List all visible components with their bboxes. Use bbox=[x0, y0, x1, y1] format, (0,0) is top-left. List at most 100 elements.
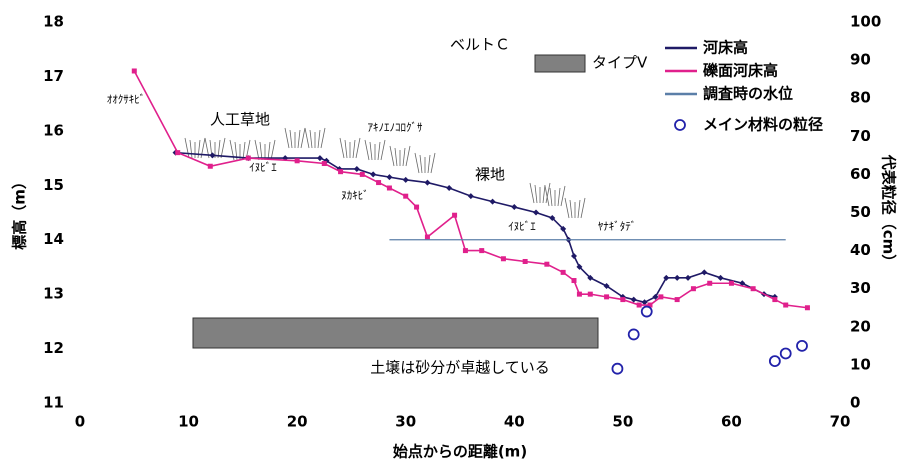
point bbox=[729, 281, 734, 286]
x-tick-label: 0 bbox=[75, 413, 85, 431]
y-tick-label: 15 bbox=[43, 176, 64, 194]
grass bbox=[370, 142, 372, 160]
chart: 標高（m） 代表粒径（cm） 始点からの距離(m) 11121314151617… bbox=[0, 0, 907, 466]
point bbox=[295, 158, 300, 163]
point bbox=[446, 185, 452, 191]
y2-tick-label: 60 bbox=[850, 165, 871, 183]
type-box bbox=[535, 55, 585, 72]
grass bbox=[321, 128, 325, 148]
grass bbox=[431, 153, 435, 173]
x-tick-label: 20 bbox=[287, 413, 308, 431]
y2-axis-label: 代表粒径（cm） bbox=[880, 154, 898, 270]
grass bbox=[561, 186, 565, 206]
annotation: ｲﾇﾋﾞｴ bbox=[508, 220, 536, 233]
point bbox=[424, 180, 430, 186]
legend-label: 河床高 bbox=[703, 39, 748, 57]
grass bbox=[428, 155, 430, 173]
grass bbox=[310, 130, 312, 148]
grass bbox=[390, 146, 394, 166]
point bbox=[772, 297, 777, 302]
point bbox=[463, 248, 468, 253]
grass bbox=[395, 148, 397, 166]
grass bbox=[381, 140, 385, 160]
point bbox=[490, 199, 496, 205]
annotation: 裸地 bbox=[475, 166, 505, 184]
point bbox=[691, 286, 696, 291]
grass bbox=[558, 188, 560, 206]
point bbox=[707, 281, 712, 286]
annotation: ベルトＣ bbox=[450, 36, 510, 54]
point bbox=[533, 210, 539, 216]
y-tick-label: 11 bbox=[43, 394, 64, 412]
annotation: タイプⅤ bbox=[592, 54, 648, 72]
point bbox=[781, 348, 791, 358]
point bbox=[354, 166, 360, 172]
point bbox=[209, 152, 215, 158]
y2-tick-label: 40 bbox=[850, 241, 871, 259]
grass bbox=[550, 188, 552, 206]
y-axis-label: 標高（m） bbox=[11, 174, 29, 250]
point bbox=[511, 204, 517, 210]
grass bbox=[578, 200, 580, 218]
y-tick-label: 14 bbox=[43, 230, 64, 248]
grass bbox=[365, 140, 369, 160]
grass bbox=[530, 183, 534, 203]
point bbox=[523, 259, 528, 264]
point bbox=[452, 213, 457, 218]
grass bbox=[285, 128, 289, 148]
grass bbox=[301, 128, 305, 148]
grass bbox=[255, 140, 259, 160]
point bbox=[637, 303, 642, 308]
y-tick-label: 13 bbox=[43, 285, 64, 303]
grass bbox=[340, 138, 344, 158]
x-tick-label: 50 bbox=[612, 413, 633, 431]
grass bbox=[305, 128, 309, 148]
point bbox=[718, 275, 724, 281]
point bbox=[403, 177, 409, 183]
point bbox=[612, 364, 622, 374]
y2-tick-label: 0 bbox=[850, 394, 860, 412]
grass bbox=[185, 138, 189, 158]
grass bbox=[403, 148, 405, 166]
legend-marker bbox=[675, 120, 685, 130]
point bbox=[675, 297, 680, 302]
point bbox=[360, 172, 365, 177]
grass bbox=[345, 140, 347, 158]
point bbox=[572, 278, 577, 283]
point bbox=[425, 234, 430, 239]
x-axis-label: 始点からの距離(m) bbox=[393, 443, 527, 461]
point bbox=[642, 307, 652, 317]
point bbox=[468, 193, 474, 199]
grass bbox=[570, 200, 572, 218]
legend-label: 礫面河床高 bbox=[703, 62, 778, 80]
annotation: ｵｵｸｻｷﾋﾞ bbox=[107, 93, 146, 106]
y-tick-label: 17 bbox=[43, 67, 64, 85]
annotation: 人工草地 bbox=[210, 111, 270, 129]
point bbox=[544, 262, 549, 267]
grass bbox=[190, 140, 192, 158]
grass bbox=[298, 130, 300, 148]
point bbox=[577, 292, 582, 297]
grass bbox=[221, 138, 225, 158]
point bbox=[751, 286, 756, 291]
x-tick-label: 70 bbox=[830, 413, 851, 431]
soil-box bbox=[193, 318, 598, 348]
point bbox=[246, 156, 251, 161]
point bbox=[674, 275, 680, 281]
grass bbox=[353, 140, 355, 158]
grass bbox=[415, 153, 419, 173]
grass bbox=[356, 138, 360, 158]
point bbox=[132, 68, 137, 73]
grass bbox=[378, 142, 380, 160]
x-tick-label: 40 bbox=[504, 413, 525, 431]
point bbox=[403, 194, 408, 199]
point bbox=[414, 205, 419, 210]
grass bbox=[271, 140, 275, 160]
point bbox=[805, 305, 810, 310]
point bbox=[685, 275, 691, 281]
annotation: ﾔﾅｷﾞﾀﾃﾞ bbox=[598, 220, 637, 233]
point bbox=[629, 329, 639, 339]
y-tick-label: 12 bbox=[43, 339, 64, 357]
point bbox=[501, 256, 506, 261]
annotation: ｲﾇﾋﾞｴ bbox=[249, 161, 277, 174]
